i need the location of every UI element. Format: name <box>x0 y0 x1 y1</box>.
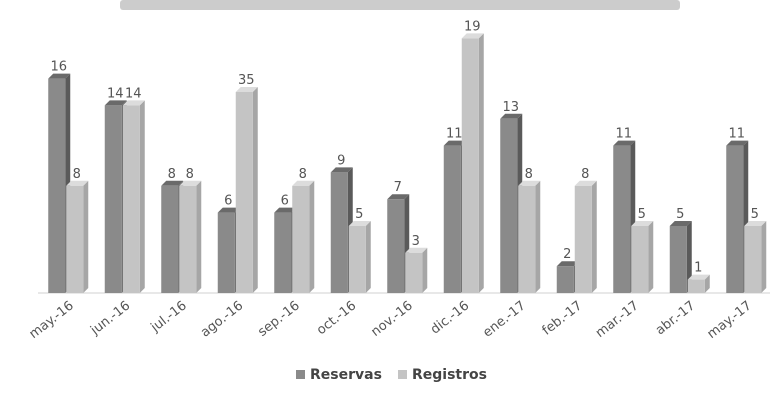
bar-registros-abr.-17 <box>687 274 710 293</box>
bar-registros-mar.-17 <box>631 221 654 293</box>
data-label-reservas-sep.-16: 6 <box>281 194 289 209</box>
bar-registros-may.-17 <box>744 221 767 293</box>
x-tick-label-jul.-16: jul.-16 <box>148 298 190 336</box>
data-label-reservas-oct.-16: 9 <box>337 153 345 168</box>
data-label-registros-jul.-16: 8 <box>186 167 194 182</box>
x-tick-label-feb.-17: feb.-17 <box>540 298 586 338</box>
bar-reservas-abr.-17 <box>669 221 692 293</box>
data-label-reservas-may.-17: 11 <box>728 127 745 142</box>
legend-label-reservas: Reservas <box>310 367 382 383</box>
x-tick-label-may.-17: may.-17 <box>705 298 755 342</box>
data-label-registros-may.-16: 8 <box>73 167 81 182</box>
data-label-reservas-abr.-17: 5 <box>676 207 684 222</box>
bar-registros-jul.-16 <box>179 180 202 293</box>
data-label-reservas-mar.-17: 11 <box>615 127 632 142</box>
chart-title-placeholder <box>120 0 680 10</box>
x-tick-label-ago.-16: ago.-16 <box>198 298 246 340</box>
bar-registros-may.-16 <box>66 180 89 293</box>
legend-swatch-reservas <box>296 370 305 379</box>
data-label-registros-may.-17: 5 <box>751 207 759 222</box>
data-label-registros-sep.-16: 8 <box>299 167 307 182</box>
x-tick-label-nov.-16: nov.-16 <box>368 298 415 340</box>
data-label-reservas-ene.-17: 13 <box>502 100 519 115</box>
data-label-reservas-ago.-16: 6 <box>224 194 232 209</box>
data-label-registros-ago.-16: 35 <box>238 73 255 88</box>
data-label-registros-oct.-16: 5 <box>355 207 363 222</box>
legend-swatch-registros <box>398 370 407 379</box>
bar-registros-sep.-16 <box>292 180 315 293</box>
x-tick-label-sep.-16: sep.-16 <box>255 298 302 340</box>
data-label-registros-ene.-17: 8 <box>525 167 533 182</box>
bar-registros-ene.-17 <box>518 180 541 293</box>
x-tick-label-dic.-16: dic.-16 <box>428 298 472 337</box>
data-label-reservas-feb.-17: 2 <box>563 247 571 262</box>
x-tick-label-may.-16: may.-16 <box>27 298 77 342</box>
x-tick-label-mar.-17: mar.-17 <box>593 298 642 341</box>
x-tick-label-oct.-16: oct.-16 <box>314 298 359 338</box>
data-label-registros-dic.-16: 19 <box>464 19 481 34</box>
data-label-registros-nov.-16: 3 <box>412 234 420 249</box>
data-label-registros-mar.-17: 5 <box>638 207 646 222</box>
data-label-registros-jun.-16: 14 <box>125 86 142 101</box>
x-tick-label-jun.-16: jun.-16 <box>87 298 133 338</box>
data-label-registros-abr.-17: 1 <box>694 261 702 276</box>
data-label-reservas-may.-16: 16 <box>50 60 67 75</box>
bar-registros-jun.-16 <box>122 100 145 294</box>
x-tick-label-ene.-17: ene.-17 <box>480 298 528 340</box>
x-tick-label-abr.-17: abr.-17 <box>653 298 698 338</box>
data-label-registros-feb.-17: 8 <box>581 167 589 182</box>
bar-registros-feb.-17 <box>574 180 597 293</box>
legend-label-registros: Registros <box>412 367 487 383</box>
data-label-reservas-jul.-16: 8 <box>168 167 176 182</box>
bar-registros-ago.-16 <box>235 87 258 293</box>
data-label-reservas-dic.-16: 11 <box>446 127 463 142</box>
bar-registros-dic.-16 <box>461 33 484 294</box>
bar-registros-nov.-16 <box>405 247 428 293</box>
bar-registros-oct.-16 <box>348 221 371 293</box>
data-label-reservas-nov.-16: 7 <box>394 180 402 195</box>
data-label-reservas-jun.-16: 14 <box>107 86 124 101</box>
